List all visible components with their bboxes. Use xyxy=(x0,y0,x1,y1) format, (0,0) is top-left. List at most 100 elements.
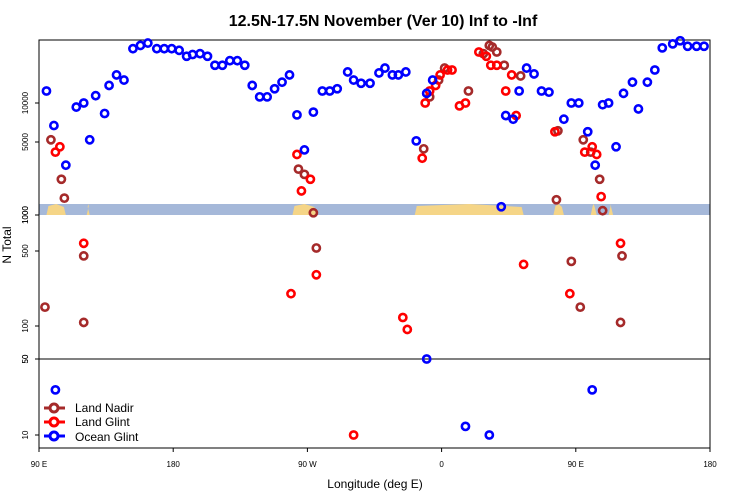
point-ocean-glint xyxy=(202,51,213,62)
point-land-nadir xyxy=(551,194,562,205)
point-ocean-glint xyxy=(111,70,122,80)
point-land-glint xyxy=(305,174,316,185)
point-ocean-glint xyxy=(618,88,629,99)
map-land-mass xyxy=(553,204,564,215)
point-ocean-glint xyxy=(284,70,295,80)
point-ocean-glint xyxy=(400,67,411,77)
point-ocean-glint xyxy=(374,68,384,78)
y-tick-label: 50 xyxy=(21,354,30,363)
map-land-mass xyxy=(590,204,597,215)
point-ocean-glint xyxy=(217,60,228,71)
point-land-glint xyxy=(518,259,529,270)
point-ocean-glint xyxy=(411,135,422,146)
point-land-nadir xyxy=(594,174,605,185)
point-ocean-glint xyxy=(239,60,250,71)
point-land-glint xyxy=(78,238,89,249)
point-ocean-glint xyxy=(500,110,511,121)
point-ocean-glint xyxy=(292,109,302,120)
point-ocean-glint xyxy=(104,80,114,91)
point-ocean-glint xyxy=(484,430,495,440)
point-ocean-glint xyxy=(657,42,668,53)
point-ocean-glint xyxy=(675,35,686,46)
x-tick-label: 0 xyxy=(439,460,444,469)
y-tick-label: 10 xyxy=(21,430,30,439)
world-map-strip xyxy=(39,204,710,215)
point-land-nadir xyxy=(578,134,589,145)
point-land-glint xyxy=(54,141,65,152)
point-ocean-glint xyxy=(99,108,110,119)
point-land-glint xyxy=(473,47,484,57)
point-land-nadir xyxy=(46,134,56,145)
legend-label-ocean-glint: Ocean Glint xyxy=(75,430,139,444)
plot-frame xyxy=(38,39,711,449)
point-ocean-glint xyxy=(582,126,593,137)
point-ocean-glint xyxy=(699,41,709,52)
point-ocean-glint xyxy=(380,63,390,73)
x-axis-label: Longitude (deg E) xyxy=(327,477,422,491)
legend-marker-land-glint xyxy=(48,416,60,428)
legend-entry-ocean-glint: Ocean Glint xyxy=(44,430,139,444)
point-ocean-glint xyxy=(84,134,95,145)
point-land-glint xyxy=(286,288,296,299)
legend-entry-land-nadir: Land Nadir xyxy=(44,401,134,415)
point-land-glint xyxy=(420,98,431,108)
point-land-glint xyxy=(311,269,322,280)
y-tick-label: 500 xyxy=(21,244,30,258)
point-ocean-glint xyxy=(590,160,601,171)
legend-label-land-nadir: Land Nadir xyxy=(75,401,134,415)
y-axis-label: N Total xyxy=(0,226,14,263)
point-land-glint xyxy=(587,141,598,152)
point-ocean-glint xyxy=(365,78,375,89)
point-land-nadir xyxy=(59,193,70,204)
legend-marker-land-nadir xyxy=(48,402,60,414)
point-land-glint xyxy=(402,324,413,335)
point-ocean-glint xyxy=(496,201,507,212)
point-ocean-glint xyxy=(544,87,554,98)
point-ocean-glint xyxy=(332,83,343,94)
point-ocean-glint xyxy=(308,107,319,118)
point-ocean-glint xyxy=(682,41,693,52)
point-ocean-glint xyxy=(529,69,539,79)
point-land-glint xyxy=(447,65,457,75)
point-land-nadir xyxy=(617,251,627,261)
legend-label-land-glint: Land Glint xyxy=(75,415,130,429)
point-land-glint xyxy=(596,191,607,202)
point-ocean-glint xyxy=(627,77,638,88)
point-land-glint xyxy=(550,126,560,137)
x-tick-label: 90 E xyxy=(31,460,47,469)
point-ocean-glint xyxy=(521,63,532,73)
point-land-nadir xyxy=(56,174,67,185)
x-tick-label: 180 xyxy=(167,460,181,469)
point-land-glint xyxy=(460,98,471,108)
point-ocean-glint xyxy=(558,114,569,125)
point-ocean-glint xyxy=(667,38,678,49)
point-ocean-glint xyxy=(573,98,584,108)
point-land-glint xyxy=(491,60,502,71)
point-land-glint xyxy=(615,238,626,249)
x-tick-label: 90 W xyxy=(298,460,317,469)
point-land-glint xyxy=(435,70,446,80)
point-land-glint xyxy=(417,153,428,164)
point-ocean-glint xyxy=(50,384,61,395)
x-tick-label: 90 E xyxy=(568,460,584,469)
point-ocean-glint xyxy=(128,43,138,54)
point-ocean-glint xyxy=(174,45,185,56)
point-ocean-glint xyxy=(49,120,59,131)
point-land-nadir xyxy=(78,251,89,261)
point-land-nadir xyxy=(615,317,626,328)
point-land-nadir xyxy=(491,47,502,57)
point-land-glint xyxy=(296,186,307,196)
point-ocean-glint xyxy=(514,86,525,96)
point-land-nadir xyxy=(566,256,577,267)
point-land-glint xyxy=(292,149,302,160)
legend-entry-land-glint: Land Glint xyxy=(44,415,130,429)
y-tick-label: 5000 xyxy=(21,133,30,151)
point-land-nadir xyxy=(299,169,310,180)
point-land-glint xyxy=(481,51,492,62)
y-tick-label: 1000 xyxy=(21,206,30,224)
point-ocean-glint xyxy=(460,421,471,432)
point-ocean-glint xyxy=(356,78,366,89)
point-ocean-glint xyxy=(348,75,359,85)
map-land-mass xyxy=(608,204,614,215)
point-ocean-glint xyxy=(427,75,438,85)
